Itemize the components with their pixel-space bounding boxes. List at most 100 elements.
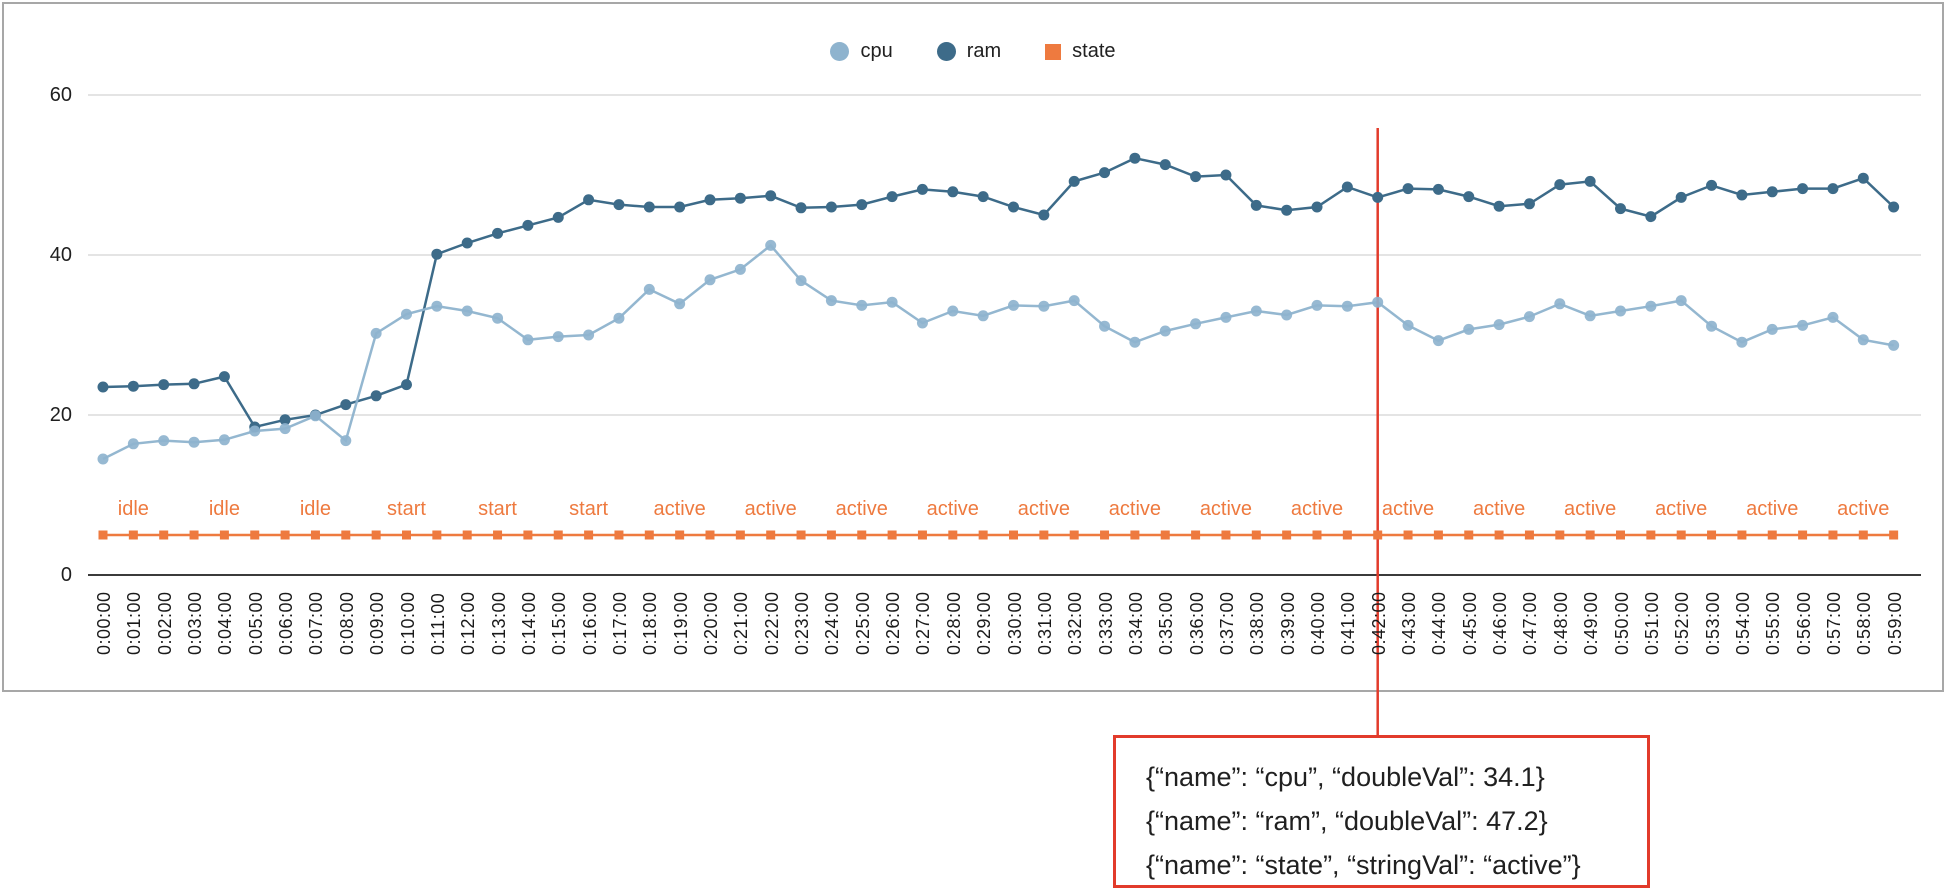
cpu-point-41[interactable] — [1341, 300, 1353, 312]
ram-point-24[interactable] — [825, 201, 837, 213]
cpu-point-30[interactable] — [1008, 299, 1019, 311]
state-square-5[interactable] — [250, 530, 260, 540]
ram-point-46[interactable] — [1493, 200, 1505, 212]
state-square-48[interactable] — [1555, 530, 1565, 540]
ram-point-55[interactable] — [1766, 186, 1778, 198]
legend-item-ram[interactable]: ram — [936, 40, 1001, 63]
state-square-27[interactable] — [917, 530, 927, 540]
state-square-25[interactable] — [857, 530, 867, 540]
state-square-7[interactable] — [310, 530, 320, 540]
ram-point-32[interactable] — [1068, 175, 1080, 187]
state-square-4[interactable] — [219, 530, 229, 540]
state-square-42[interactable] — [1373, 530, 1383, 540]
cpu-point-4[interactable] — [218, 434, 230, 446]
ram-point-52[interactable] — [1675, 191, 1687, 203]
cpu-point-39[interactable] — [1281, 309, 1293, 321]
ram-point-20[interactable] — [704, 194, 716, 206]
state-square-33[interactable] — [1100, 530, 1110, 540]
ram-point-28[interactable] — [947, 186, 959, 198]
cpu-point-50[interactable] — [1615, 305, 1626, 317]
ram-point-15[interactable] — [552, 211, 564, 223]
state-square-51[interactable] — [1646, 530, 1656, 540]
cpu-point-26[interactable] — [886, 296, 898, 308]
ram-point-56[interactable] — [1797, 183, 1809, 195]
state-square-43[interactable] — [1403, 530, 1413, 540]
ram-point-58[interactable] — [1857, 172, 1869, 184]
cpu-point-29[interactable] — [977, 310, 989, 322]
cpu-point-37[interactable] — [1220, 311, 1232, 323]
cpu-point-57[interactable] — [1827, 311, 1839, 323]
state-square-11[interactable] — [432, 530, 442, 540]
ram-point-35[interactable] — [1159, 159, 1171, 171]
ram-point-53[interactable] — [1706, 179, 1718, 191]
cpu-point-21[interactable] — [734, 263, 746, 275]
state-square-54[interactable] — [1737, 530, 1747, 540]
ram-point-38[interactable] — [1250, 199, 1262, 211]
cpu-point-0[interactable] — [97, 453, 109, 465]
state-square-35[interactable] — [1160, 530, 1170, 540]
state-square-15[interactable] — [553, 530, 563, 540]
ram-point-51[interactable] — [1645, 211, 1657, 223]
state-square-44[interactable] — [1433, 530, 1443, 540]
cpu-point-34[interactable] — [1129, 336, 1141, 348]
cpu-point-35[interactable] — [1159, 325, 1171, 337]
ram-point-30[interactable] — [1008, 201, 1019, 213]
cpu-point-10[interactable] — [401, 308, 412, 320]
state-square-18[interactable] — [644, 530, 654, 540]
state-square-37[interactable] — [1221, 530, 1231, 540]
state-square-19[interactable] — [675, 530, 685, 540]
state-square-3[interactable] — [189, 530, 199, 540]
state-square-17[interactable] — [614, 530, 624, 540]
cpu-point-47[interactable] — [1523, 311, 1535, 323]
state-square-0[interactable] — [98, 530, 108, 540]
ram-point-27[interactable] — [916, 183, 928, 195]
ram-point-1[interactable] — [127, 380, 139, 392]
ram-point-3[interactable] — [188, 378, 200, 390]
ram-point-9[interactable] — [370, 390, 382, 402]
state-square-28[interactable] — [948, 530, 958, 540]
cpu-point-24[interactable] — [825, 295, 837, 307]
state-square-47[interactable] — [1524, 530, 1534, 540]
state-square-58[interactable] — [1858, 530, 1868, 540]
ram-point-33[interactable] — [1099, 167, 1111, 179]
cpu-point-15[interactable] — [552, 331, 564, 343]
cpu-point-22[interactable] — [765, 239, 777, 251]
cpu-point-45[interactable] — [1463, 323, 1475, 335]
state-square-23[interactable] — [796, 530, 806, 540]
ram-point-40[interactable] — [1311, 201, 1323, 213]
cpu-point-6[interactable] — [279, 423, 291, 435]
ram-point-29[interactable] — [977, 191, 989, 203]
cpu-point-27[interactable] — [916, 317, 928, 329]
cpu-point-14[interactable] — [522, 334, 534, 346]
cpu-point-19[interactable] — [674, 298, 686, 310]
ram-point-57[interactable] — [1827, 183, 1839, 195]
state-square-29[interactable] — [978, 530, 988, 540]
state-square-38[interactable] — [1251, 530, 1261, 540]
cpu-point-20[interactable] — [704, 274, 716, 286]
state-square-46[interactable] — [1494, 530, 1504, 540]
ram-point-26[interactable] — [886, 191, 898, 203]
cpu-point-1[interactable] — [127, 438, 139, 450]
cpu-point-5[interactable] — [249, 425, 261, 437]
cpu-point-40[interactable] — [1311, 299, 1323, 311]
ram-point-21[interactable] — [734, 192, 746, 204]
cpu-point-42[interactable] — [1372, 296, 1384, 308]
state-square-34[interactable] — [1130, 530, 1140, 540]
ram-point-22[interactable] — [765, 190, 777, 202]
cpu-point-59[interactable] — [1888, 339, 1900, 351]
state-square-30[interactable] — [1009, 530, 1018, 540]
ram-point-36[interactable] — [1190, 171, 1202, 183]
state-square-24[interactable] — [826, 530, 836, 540]
state-square-9[interactable] — [371, 530, 381, 540]
ram-point-13[interactable] — [492, 227, 504, 239]
state-square-31[interactable] — [1039, 530, 1049, 540]
ram-point-45[interactable] — [1463, 191, 1475, 203]
cpu-point-38[interactable] — [1250, 305, 1262, 317]
cpu-point-48[interactable] — [1554, 298, 1566, 310]
state-square-40[interactable] — [1312, 530, 1322, 540]
state-square-20[interactable] — [705, 530, 715, 540]
ram-point-10[interactable] — [401, 379, 412, 391]
ram-point-31[interactable] — [1038, 209, 1050, 221]
cpu-point-44[interactable] — [1432, 335, 1444, 347]
